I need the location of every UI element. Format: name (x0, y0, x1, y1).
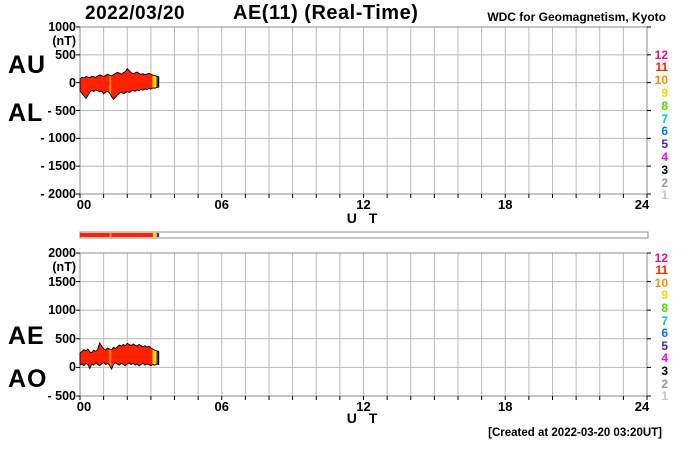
xtick-label: 12 (356, 197, 371, 212)
xtick-label: 18 (498, 399, 513, 414)
station-count-6: 6 (661, 326, 668, 341)
station-count-4: 4 (661, 351, 668, 366)
xtick-label: 18 (498, 197, 513, 212)
station-count-10: 10 (654, 73, 668, 88)
station-count-2: 2 (661, 175, 668, 190)
station-count-7: 7 (661, 111, 668, 126)
station-count-12: 12 (654, 250, 668, 265)
plot-date: 2022/03/20 (85, 3, 186, 24)
station-count-12: 12 (654, 47, 668, 62)
xtick-label: 24 (634, 197, 650, 212)
xtick-label: 06 (214, 197, 229, 212)
station-count-3: 3 (661, 162, 668, 177)
index-label-ae: AE (8, 322, 45, 350)
ytick-label: - 1000 (40, 131, 76, 146)
y-unit-bottom: (nT) (52, 260, 76, 274)
station-count-3: 3 (661, 363, 668, 378)
xaxis-title-top: U T (346, 210, 382, 226)
index-label-ao: AO (8, 365, 48, 393)
ytick-label: - 500 (47, 389, 77, 403)
ytick-label: 0 (69, 360, 76, 375)
station-count-9: 9 (661, 288, 668, 303)
ytick-label: - 1500 (40, 159, 76, 174)
xtick-label: 24 (634, 399, 650, 414)
ytick-label: 0 (69, 75, 76, 90)
ytick-label: 500 (55, 47, 76, 62)
station-count-11: 11 (655, 263, 668, 278)
ytick-label: 1000 (48, 303, 76, 318)
index-label-au: AU (8, 51, 47, 79)
ytick-label: 2000 (48, 246, 76, 260)
station-count-1: 1 (661, 188, 668, 203)
station-count-1: 1 (661, 389, 668, 404)
xtick-label: 12 (356, 399, 371, 414)
ytick-label: 1000 (48, 20, 76, 34)
station-count-11: 11 (655, 60, 668, 75)
xaxis-title-bottom: U T (346, 410, 382, 426)
created-timestamp: [Created at 2022-03-20 03:20UT] (488, 427, 662, 439)
station-count-8: 8 (661, 98, 668, 113)
station-count-7: 7 (661, 313, 668, 328)
xtick-label: 06 (214, 399, 229, 414)
station-count-5: 5 (661, 137, 668, 152)
station-count-4: 4 (661, 149, 668, 164)
station-count-6: 6 (661, 124, 668, 139)
ytick-label: - 2000 (40, 187, 76, 201)
ytick-label: - 500 (47, 103, 77, 118)
xtick-label: 00 (76, 197, 92, 212)
plot-title: AE(11) (Real-Time) (233, 2, 419, 24)
station-count-10: 10 (654, 275, 668, 290)
station-count-5: 5 (661, 338, 668, 353)
index-label-al: AL (8, 99, 44, 127)
xtick-label: 00 (76, 399, 92, 414)
ytick-label: 500 (55, 331, 76, 346)
ytick-label: 1500 (48, 274, 76, 289)
plot-credit: WDC for Geomagnetism, Kyoto (487, 10, 666, 24)
station-count-8: 8 (661, 300, 668, 315)
y-unit-top: (nT) (52, 34, 76, 48)
station-count-9: 9 (661, 85, 668, 100)
station-count-2: 2 (661, 376, 668, 391)
